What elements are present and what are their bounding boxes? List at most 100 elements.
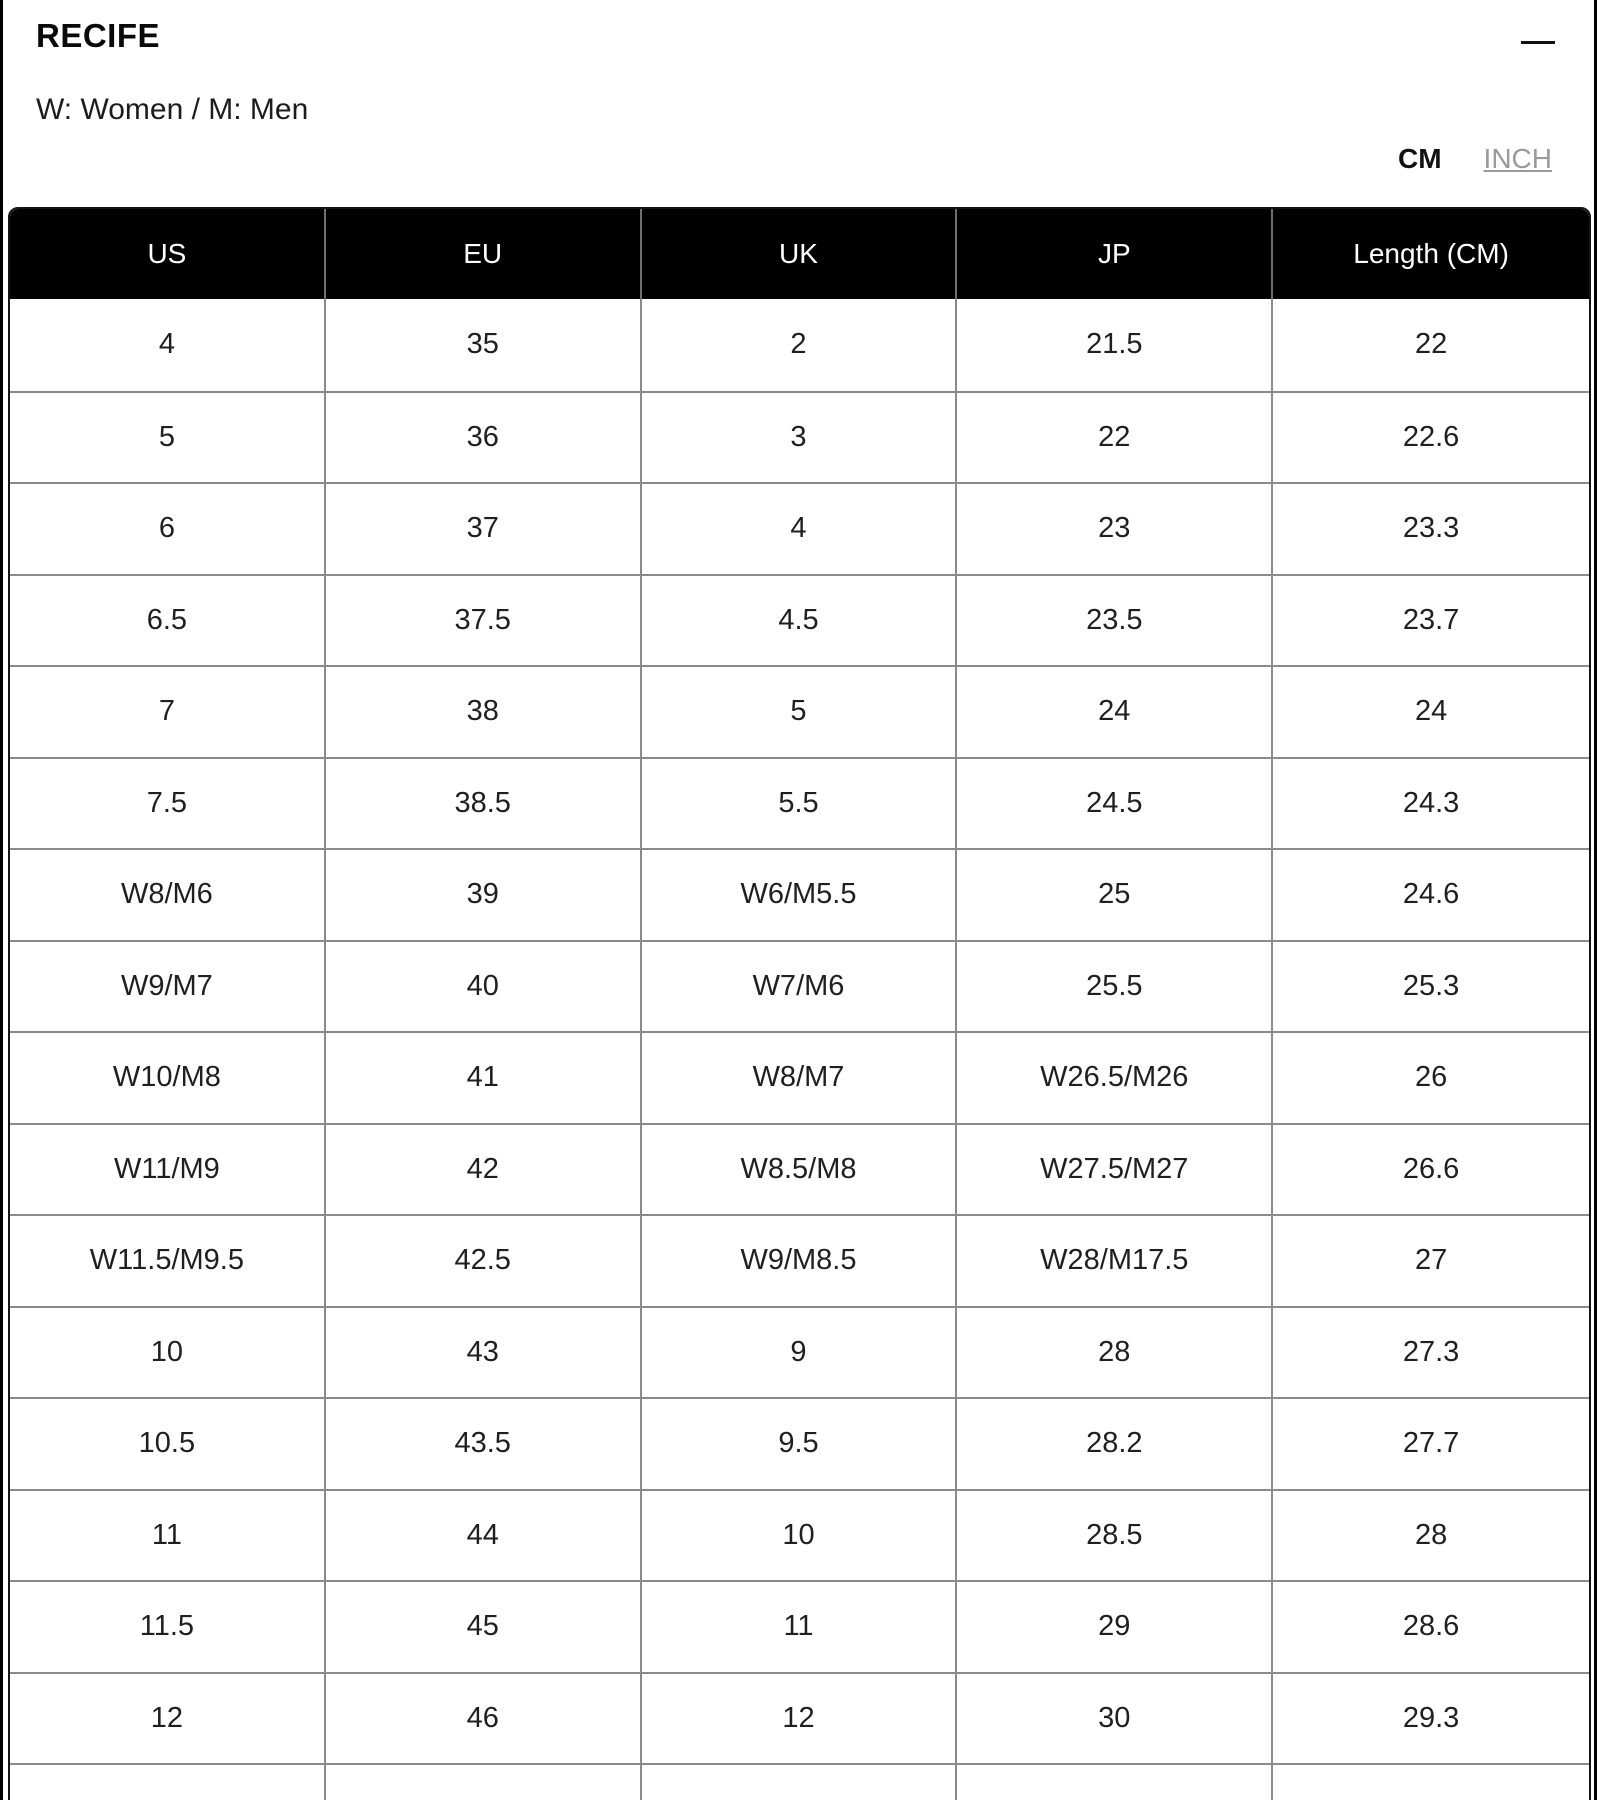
table-row: 11 44 10 28.5 28: [10, 1488, 1589, 1580]
table-cell: 36: [325, 390, 642, 482]
table-cell: 37: [325, 482, 642, 574]
table-cell: 26: [1273, 1031, 1589, 1123]
table-cell: 25.3: [1273, 939, 1589, 1031]
table-cell: 6: [10, 482, 326, 574]
table-cell: 24.5: [957, 756, 1274, 848]
column-header-eu: EU: [325, 209, 642, 299]
table-cell: 26.6: [1273, 1122, 1589, 1214]
table-cell: W8/M7: [641, 1031, 958, 1123]
table-cell: [10, 1763, 326, 1800]
table-cell: 23.5: [957, 573, 1274, 665]
table-cell: 46: [325, 1671, 642, 1763]
table-cell: 28: [1273, 1488, 1589, 1580]
table-cell: 5: [641, 665, 958, 757]
table-cell: 41: [325, 1031, 642, 1123]
table-row: 4 35 2 21.5 22: [10, 299, 1589, 391]
table-cell: 11: [10, 1488, 326, 1580]
table-cell: 43: [325, 1305, 642, 1397]
table-cell: 12: [641, 1671, 958, 1763]
table-cell: W11/M9: [10, 1122, 326, 1214]
size-table-header: US EU UK JP Length (CM): [10, 209, 1589, 299]
table-cell: 29: [957, 1580, 1274, 1672]
table-cell: [957, 1763, 1274, 1800]
column-header-us: US: [10, 209, 326, 299]
table-row: 5 36 3 22 22.6: [10, 390, 1589, 482]
table-cell: 23: [957, 482, 1274, 574]
column-header-jp: JP: [957, 209, 1274, 299]
table-cell: W27.5/M27: [957, 1122, 1274, 1214]
column-header-uk: UK: [641, 209, 958, 299]
table-cell: 39: [325, 848, 642, 940]
table-cell: 22: [957, 390, 1274, 482]
table-cell: 30: [957, 1671, 1274, 1763]
panel-title: RECIFE: [36, 17, 161, 54]
table-row: 6.5 37.5 4.5 23.5 23.7: [10, 573, 1589, 665]
table-cell: 37.5: [325, 573, 642, 665]
table-cell: 5.5: [641, 756, 958, 848]
table-cell: 6.5: [10, 573, 326, 665]
table-cell: W11.5/M9.5: [10, 1214, 326, 1306]
table-cell: 38: [325, 665, 642, 757]
table-cell: 22: [1273, 299, 1589, 391]
table-cell: 24.6: [1273, 848, 1589, 940]
table-cell: W7/M6: [641, 939, 958, 1031]
table-cell: 11: [641, 1580, 958, 1672]
table-row: 7.5 38.5 5.5 24.5 24.3: [10, 756, 1589, 848]
table-row: W10/M8 41 W8/M7 W26.5/M26 26: [10, 1031, 1589, 1123]
table-cell: 7: [10, 665, 326, 757]
table-cell: 4.5: [641, 573, 958, 665]
table-cell: 7.5: [10, 756, 326, 848]
table-cell: W8/M6: [10, 848, 326, 940]
table-cell: W6/M5.5: [641, 848, 958, 940]
table-cell: 35: [325, 299, 642, 391]
table-cell: 4: [641, 482, 958, 574]
table-cell: 23.3: [1273, 482, 1589, 574]
table-row: 7 38 5 24 24: [10, 665, 1589, 757]
table-cell: 11.5: [10, 1580, 326, 1672]
collapse-button[interactable]: [1521, 30, 1555, 48]
table-cell: 4: [10, 299, 326, 391]
table-cell: 10: [10, 1305, 326, 1397]
table-row: 10 43 9 28 27.3: [10, 1305, 1589, 1397]
size-chart-table: US EU UK JP Length (CM) 4 35 2 21.5 22 5 36 3 22…: [8, 207, 1591, 1800]
table-cell: W26.5/M26: [957, 1031, 1274, 1123]
cm-toggle-button[interactable]: CM: [1398, 143, 1442, 174]
header-row: US EU UK JP Length (CM): [10, 209, 1589, 299]
table-cell: 24: [957, 665, 1274, 757]
table-cell: 24.3: [1273, 756, 1589, 848]
table-cell: 29.3: [1273, 1671, 1589, 1763]
table-cell: 22.6: [1273, 390, 1589, 482]
size-table-body: 4 35 2 21.5 22 5 36 3 22 22.6 6 37 4 23 23.3 6.5 37.5 4.5…: [10, 299, 1589, 1800]
table-cell: 45: [325, 1580, 642, 1672]
table-cell: 27.3: [1273, 1305, 1589, 1397]
table-row: 10.5 43.5 9.5 28.2 27.7: [10, 1397, 1589, 1489]
inch-toggle-button[interactable]: INCH: [1483, 143, 1552, 174]
table-cell: 40: [325, 939, 642, 1031]
table-row: 6 37 4 23 23.3: [10, 482, 1589, 574]
table-cell: 42.5: [325, 1214, 642, 1306]
table-row: [10, 1763, 1589, 1800]
unit-toggle: CM INCH: [3, 140, 1552, 178]
table-cell: 3: [641, 390, 958, 482]
table-cell: 28.5: [957, 1488, 1274, 1580]
table-cell: W9/M7: [10, 939, 326, 1031]
table-cell: [641, 1763, 958, 1800]
column-header-length: Length (CM): [1273, 209, 1589, 299]
table-cell: 43.5: [325, 1397, 642, 1489]
minus-icon: [1521, 41, 1555, 44]
table-cell: 42: [325, 1122, 642, 1214]
table-row: W8/M6 39 W6/M5.5 25 24.6: [10, 848, 1589, 940]
table-cell: 23.7: [1273, 573, 1589, 665]
table-cell: 27: [1273, 1214, 1589, 1306]
table-cell: [1273, 1763, 1589, 1800]
table-cell: 44: [325, 1488, 642, 1580]
table-cell: W28/M17.5: [957, 1214, 1274, 1306]
table-cell: 25: [957, 848, 1274, 940]
table-cell: 2: [641, 299, 958, 391]
table-cell: 28: [957, 1305, 1274, 1397]
table-cell: 5: [10, 390, 326, 482]
size-legend: W: Women / M: Men: [36, 93, 309, 126]
table-cell: 9: [641, 1305, 958, 1397]
table-cell: 25.5: [957, 939, 1274, 1031]
